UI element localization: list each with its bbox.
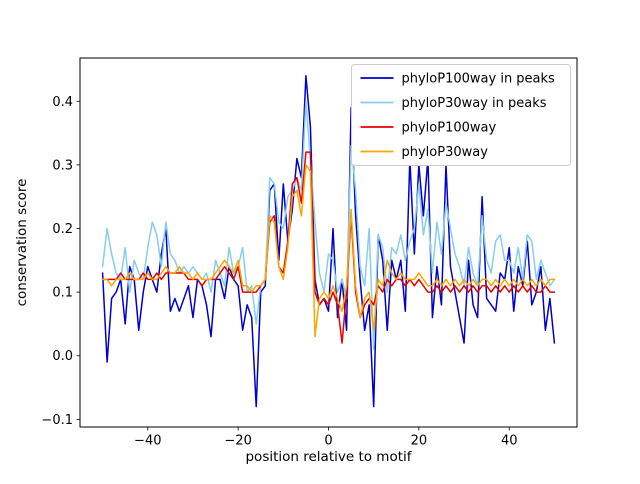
y-axis-label: conservation score — [14, 179, 30, 307]
x-tick-label: 0 — [324, 434, 332, 449]
series-line-phyloP100way-in-peaks — [101, 75, 556, 408]
series-line-phyloP30way — [101, 164, 556, 338]
y-tick-label: 0.0 — [52, 349, 73, 364]
legend-label-phyloP100way: phyloP100way — [402, 121, 497, 136]
y-tick-label: 0.1 — [52, 286, 73, 301]
y-tick-label: 0.2 — [52, 222, 73, 237]
plot-border — [79, 57, 578, 428]
legend-label-phyloP30way: phyloP30way — [402, 145, 489, 160]
legend-label-phyloP100way-in-peaks: phyloP100way in peaks — [402, 72, 556, 87]
legend-label-phyloP30way-in-peaks: phyloP30way in peaks — [402, 96, 547, 111]
series-line-phyloP100way — [101, 151, 556, 344]
x-axis-label: position relative to motif — [245, 449, 412, 465]
x-tick-label: −20 — [224, 434, 251, 449]
y-tick-label: −0.1 — [41, 413, 73, 428]
x-tick-label: 20 — [411, 434, 428, 449]
legend-box — [351, 64, 571, 166]
y-tick-label: 0.3 — [52, 158, 73, 173]
x-tick-label: −40 — [134, 434, 161, 449]
y-tick-label: 0.4 — [52, 95, 73, 110]
x-tick-label: 40 — [501, 434, 518, 449]
